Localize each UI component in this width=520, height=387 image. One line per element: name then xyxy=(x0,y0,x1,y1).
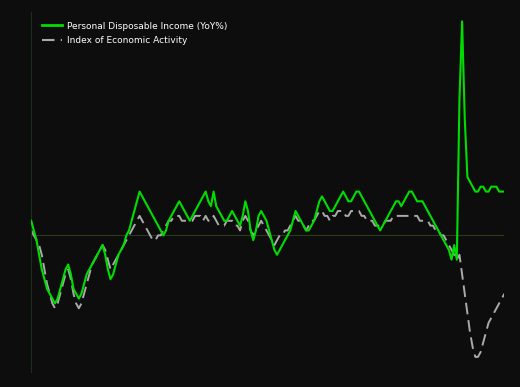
Legend: Personal Disposable Income (YoY%), Index of Economic Activity: Personal Disposable Income (YoY%), Index… xyxy=(41,20,229,47)
